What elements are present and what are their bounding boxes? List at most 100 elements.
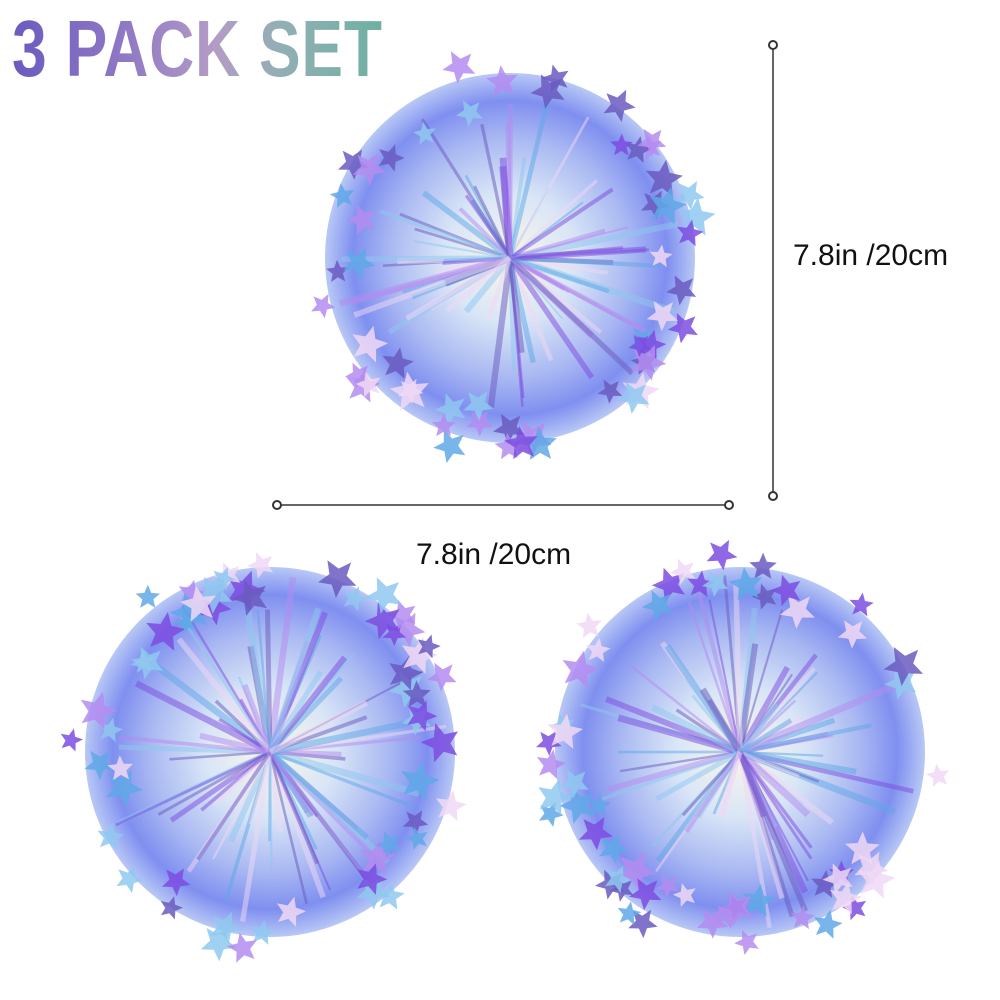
star-tinsel (605, 865, 632, 893)
star-tinsel (790, 905, 815, 930)
star-tinsel (597, 379, 623, 404)
star-tinsel (701, 571, 729, 598)
star-tinsel (585, 637, 611, 662)
star-tinsel (603, 89, 636, 122)
star-tinsel (655, 875, 680, 899)
star-tinsel (401, 636, 438, 674)
star-tinsel (837, 620, 868, 649)
star-tinsel (770, 574, 801, 607)
star-tinsel (547, 713, 583, 749)
star-tinsel (210, 911, 242, 944)
star-tinsel (666, 275, 697, 306)
pompom-3 (536, 539, 950, 955)
star-tinsel (857, 860, 896, 899)
star-tinsel (717, 890, 754, 927)
height-label: 7.8in /20cm (793, 239, 949, 272)
star-tinsel (617, 901, 642, 926)
star-tinsel (628, 909, 658, 939)
star-tinsel (645, 159, 683, 197)
star-tinsel (854, 851, 889, 886)
star-tinsel (587, 793, 611, 816)
star-tinsel (364, 602, 401, 640)
star-tinsel (578, 817, 613, 851)
star-tinsel (493, 413, 525, 445)
star-tinsel (276, 896, 306, 927)
star-tinsel (641, 190, 670, 219)
star-tinsel (884, 667, 917, 700)
star-tinsel (389, 655, 423, 691)
width-dimension-line (272, 500, 734, 510)
star-tinsel (247, 552, 274, 579)
star-tinsel (822, 863, 853, 895)
star-tinsel (538, 801, 564, 827)
star-tinsel (116, 865, 144, 894)
star-tinsel (530, 74, 565, 109)
star-tinsel (617, 381, 650, 414)
star-tinsel (751, 583, 777, 610)
star-tinsel (637, 329, 667, 360)
star-tinsel (749, 552, 777, 579)
star-tinsel (338, 149, 370, 180)
star-tinsel (99, 717, 124, 743)
star-tinsel (402, 680, 431, 708)
star-tinsel (646, 301, 678, 332)
star-tinsel (463, 391, 494, 421)
star-tinsel (669, 558, 696, 585)
pack-title: 3 PACK SET (12, 4, 383, 93)
star-tinsel (728, 567, 763, 601)
star-tinsel (107, 755, 134, 781)
star-tinsel (405, 826, 428, 850)
star-tinsel (541, 64, 569, 92)
star-tinsel (318, 560, 357, 598)
star-tinsel (779, 594, 815, 629)
star-tinsel (180, 585, 217, 622)
star-tinsel (625, 136, 652, 163)
star-tinsel (883, 647, 923, 686)
star-tinsel (677, 219, 704, 247)
star-tinsel (407, 700, 438, 732)
star-tinsel (97, 823, 125, 850)
star-tinsel (311, 294, 336, 319)
star-tinsel (814, 909, 843, 939)
star-tinsel (609, 877, 634, 902)
star-tinsel (131, 649, 155, 673)
star-tinsel (456, 100, 483, 127)
pompom-2 (60, 552, 467, 963)
star-tinsel (637, 128, 667, 157)
star-tinsel (677, 197, 716, 236)
star-tinsel (160, 896, 183, 920)
star-tinsel (431, 413, 456, 437)
pompom-1 (311, 51, 716, 464)
star-tinsel (232, 580, 267, 616)
star-tinsel (610, 133, 633, 156)
star-tinsel (617, 851, 657, 892)
star-tinsel (227, 932, 257, 963)
star-tinsel (696, 908, 729, 939)
star-tinsel (84, 750, 116, 781)
star-tinsel (433, 430, 466, 464)
star-tinsel (343, 247, 376, 280)
star-tinsel (522, 426, 557, 460)
star-tinsel (536, 731, 562, 756)
star-tinsel (346, 204, 376, 236)
star-tinsel (376, 881, 405, 910)
star-tinsel (344, 362, 371, 389)
star-tinsel (651, 567, 685, 603)
star-tinsel (642, 590, 674, 622)
height-dimension-line (768, 40, 778, 501)
star-tinsel (146, 611, 186, 651)
star-tinsel (420, 723, 459, 763)
star-tinsel (829, 881, 862, 915)
star-tinsel (926, 763, 950, 787)
star-tinsel (388, 671, 425, 708)
star-tinsel (352, 153, 387, 186)
star-tinsel (250, 919, 276, 945)
star-tinsel (849, 592, 874, 617)
star-tinsel (402, 810, 429, 835)
star-tinsel (417, 634, 441, 659)
star-tinsel (842, 895, 867, 921)
width-label: 7.8in /20cm (416, 538, 572, 571)
star-tinsel (200, 926, 237, 962)
star-tinsel (329, 183, 355, 208)
